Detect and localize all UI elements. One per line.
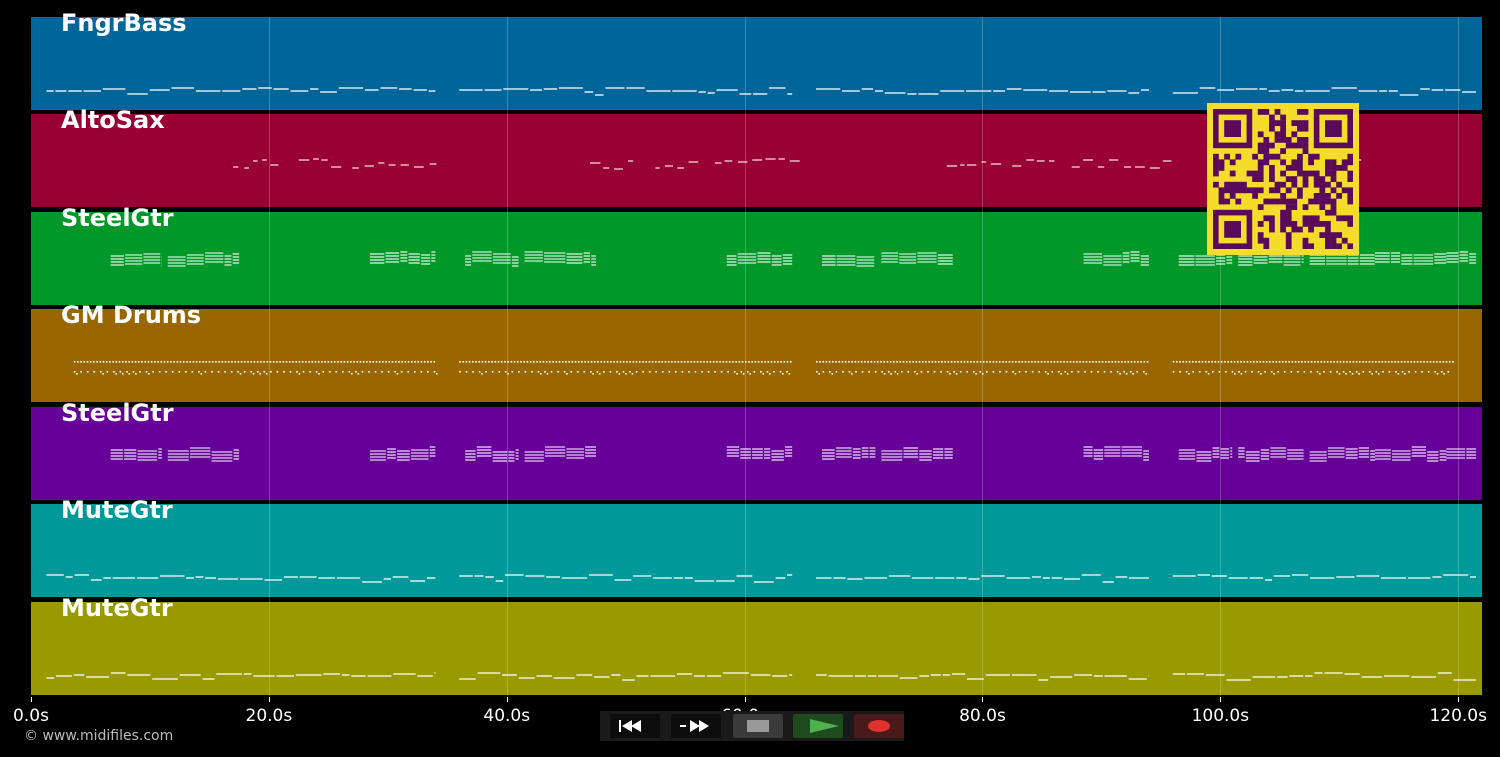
gridline <box>506 17 508 697</box>
note-pattern <box>110 251 1477 267</box>
gridline <box>1220 17 1222 697</box>
qr-code-pattern <box>1213 109 1353 249</box>
axis-tick <box>31 697 32 702</box>
axis-tick-label: 100.0s <box>1191 706 1250 726</box>
qr-code-icon <box>1207 103 1359 255</box>
axis-tick-label: 20.0s <box>245 706 293 726</box>
axis-tick <box>268 697 270 702</box>
note-pattern <box>73 361 1454 375</box>
axis-tick <box>744 697 746 702</box>
transport-bar <box>600 711 904 741</box>
fast-forward-button[interactable] <box>671 714 721 738</box>
fast-forward-icon <box>680 720 709 732</box>
track-name: MuteGtr <box>61 496 173 524</box>
rewind-icon <box>619 720 641 732</box>
gridline <box>744 17 746 697</box>
track-lane: GM Drums <box>31 301 1482 402</box>
copyright-text: © www.midifiles.com <box>24 728 174 744</box>
gridline <box>982 17 984 697</box>
stop-icon <box>747 720 769 732</box>
note-pattern <box>46 87 1477 96</box>
axis-tick-label: 80.0s <box>959 706 1006 726</box>
track-name: GM Drums <box>61 301 202 329</box>
gridline <box>1458 17 1460 697</box>
track-name: MuteGtr <box>61 594 173 622</box>
track-lane: MuteGtr <box>31 594 1482 695</box>
rewind-button[interactable] <box>610 714 660 738</box>
play-icon <box>810 719 839 733</box>
note-pattern <box>110 446 1477 462</box>
axis-tick <box>1220 697 1222 702</box>
track-lane: SteelGtr <box>31 399 1482 500</box>
track-name: AltoSax <box>61 106 165 134</box>
track-name: FngrBass <box>61 9 187 37</box>
axis-tick <box>1458 697 1460 702</box>
track-lane: FngrBass <box>31 9 1482 110</box>
record-icon <box>868 720 890 732</box>
play-button[interactable] <box>793 714 843 738</box>
axis-tick-label: 0.0s <box>13 706 49 726</box>
axis-tick-label: 40.0s <box>483 706 531 726</box>
record-button[interactable] <box>854 714 904 738</box>
stop-button[interactable] <box>733 714 783 738</box>
gridline <box>268 17 270 697</box>
axis-tick-label: 120.0s <box>1429 706 1487 726</box>
axis-tick <box>506 697 508 702</box>
track-name: SteelGtr <box>61 204 174 232</box>
track-lane: MuteGtr <box>31 496 1482 597</box>
note-pattern <box>46 672 1477 681</box>
note-pattern <box>46 574 1477 583</box>
axis-tick <box>982 697 984 702</box>
track-name: SteelGtr <box>61 399 174 427</box>
